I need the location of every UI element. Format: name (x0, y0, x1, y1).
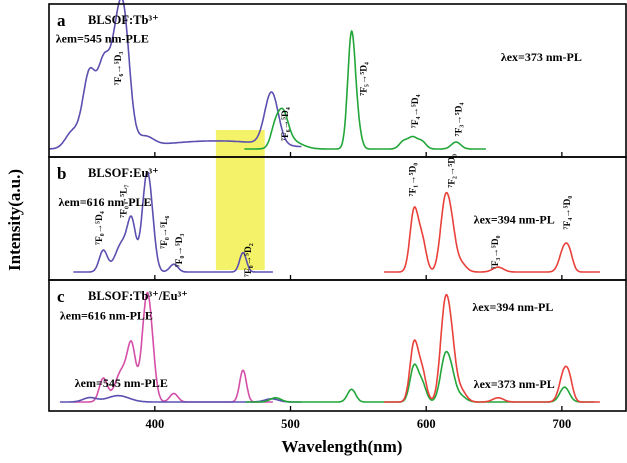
x-tick-label: 500 (281, 417, 300, 431)
annotation-b-1: λem=616 nm-PLE (58, 195, 151, 209)
annotation-b-2: λex=394 nm-PL (474, 213, 555, 227)
x-tick-label: 400 (145, 417, 164, 431)
transition-label-a-1: ⁷F₆→⁵D₃ (114, 51, 124, 85)
transition-label-b-6: ⁷F₁→⁵D₀ (408, 163, 418, 197)
annotation-c-3: λex=394 nm-PL (472, 300, 553, 314)
transition-label-b-7: ⁷F₂→⁵D₀ (448, 154, 458, 188)
transition-label-b-8: ⁷F₃→⁵D₀ (491, 235, 501, 269)
panel-label-c: c (57, 287, 65, 306)
annotation-c-2: λem=545 nm-PLE (75, 376, 168, 390)
annotation-c-4: λex=373 nm-PL (474, 377, 555, 391)
panel-frame-c (48, 279, 627, 412)
panel-label-b: b (57, 164, 66, 183)
series-line-c-2 (59, 394, 302, 403)
transition-label-a-3: ⁷F₅→⁵D₄ (359, 62, 369, 96)
panel-label-a: a (57, 11, 66, 30)
x-axis-label: Wavelength(nm) (282, 437, 403, 456)
series-line-c-1 (73, 291, 273, 403)
x-tick-label: 600 (417, 417, 436, 431)
annotation-a-2: λex=373 nm-PL (501, 50, 582, 64)
annotation-c-1: λem=616 nm-PLE (60, 308, 153, 322)
panel-title-a: BLSOF:Tb³⁺ (88, 13, 159, 27)
series-line-a-1 (48, 0, 302, 150)
transition-label-b-5: ⁷F₀→⁵D₂ (244, 243, 254, 277)
series-line-a-2 (244, 30, 486, 150)
transition-label-b-1: ⁷F₀→⁵D₄ (95, 211, 105, 245)
panel-title-b: BLSOF:Eu³⁺ (88, 166, 159, 180)
transition-label-a-2: ⁷F₆→⁵D₄ (281, 107, 291, 141)
transition-label-b-3: ⁷F₀→⁵L₆ (160, 216, 170, 249)
y-axis-label: Intensity(a.u.) (5, 169, 24, 271)
transition-label-b-9: ⁷F₄→⁵D₀ (563, 196, 573, 230)
transition-label-a-5: ⁷F₃→⁵D₄ (454, 103, 464, 137)
annotation-a-1: λem=545 nm-PLE (56, 31, 149, 45)
transition-label-a-4: ⁷F₄→⁵D₄ (411, 94, 421, 128)
series-line-b-1 (73, 171, 273, 273)
transition-label-b-2: ⁷F₀→⁵L₇ (119, 184, 129, 217)
panel-title-c: BLSOF:Tb³⁺/Eu³⁺ (88, 289, 188, 303)
series-line-b-2 (384, 191, 600, 273)
highlight-band (215, 130, 265, 270)
x-tick-label: 700 (552, 417, 571, 431)
series-line-c-4 (384, 293, 600, 403)
transition-label-b-4: ⁷F₀→⁵D₃ (175, 233, 185, 267)
